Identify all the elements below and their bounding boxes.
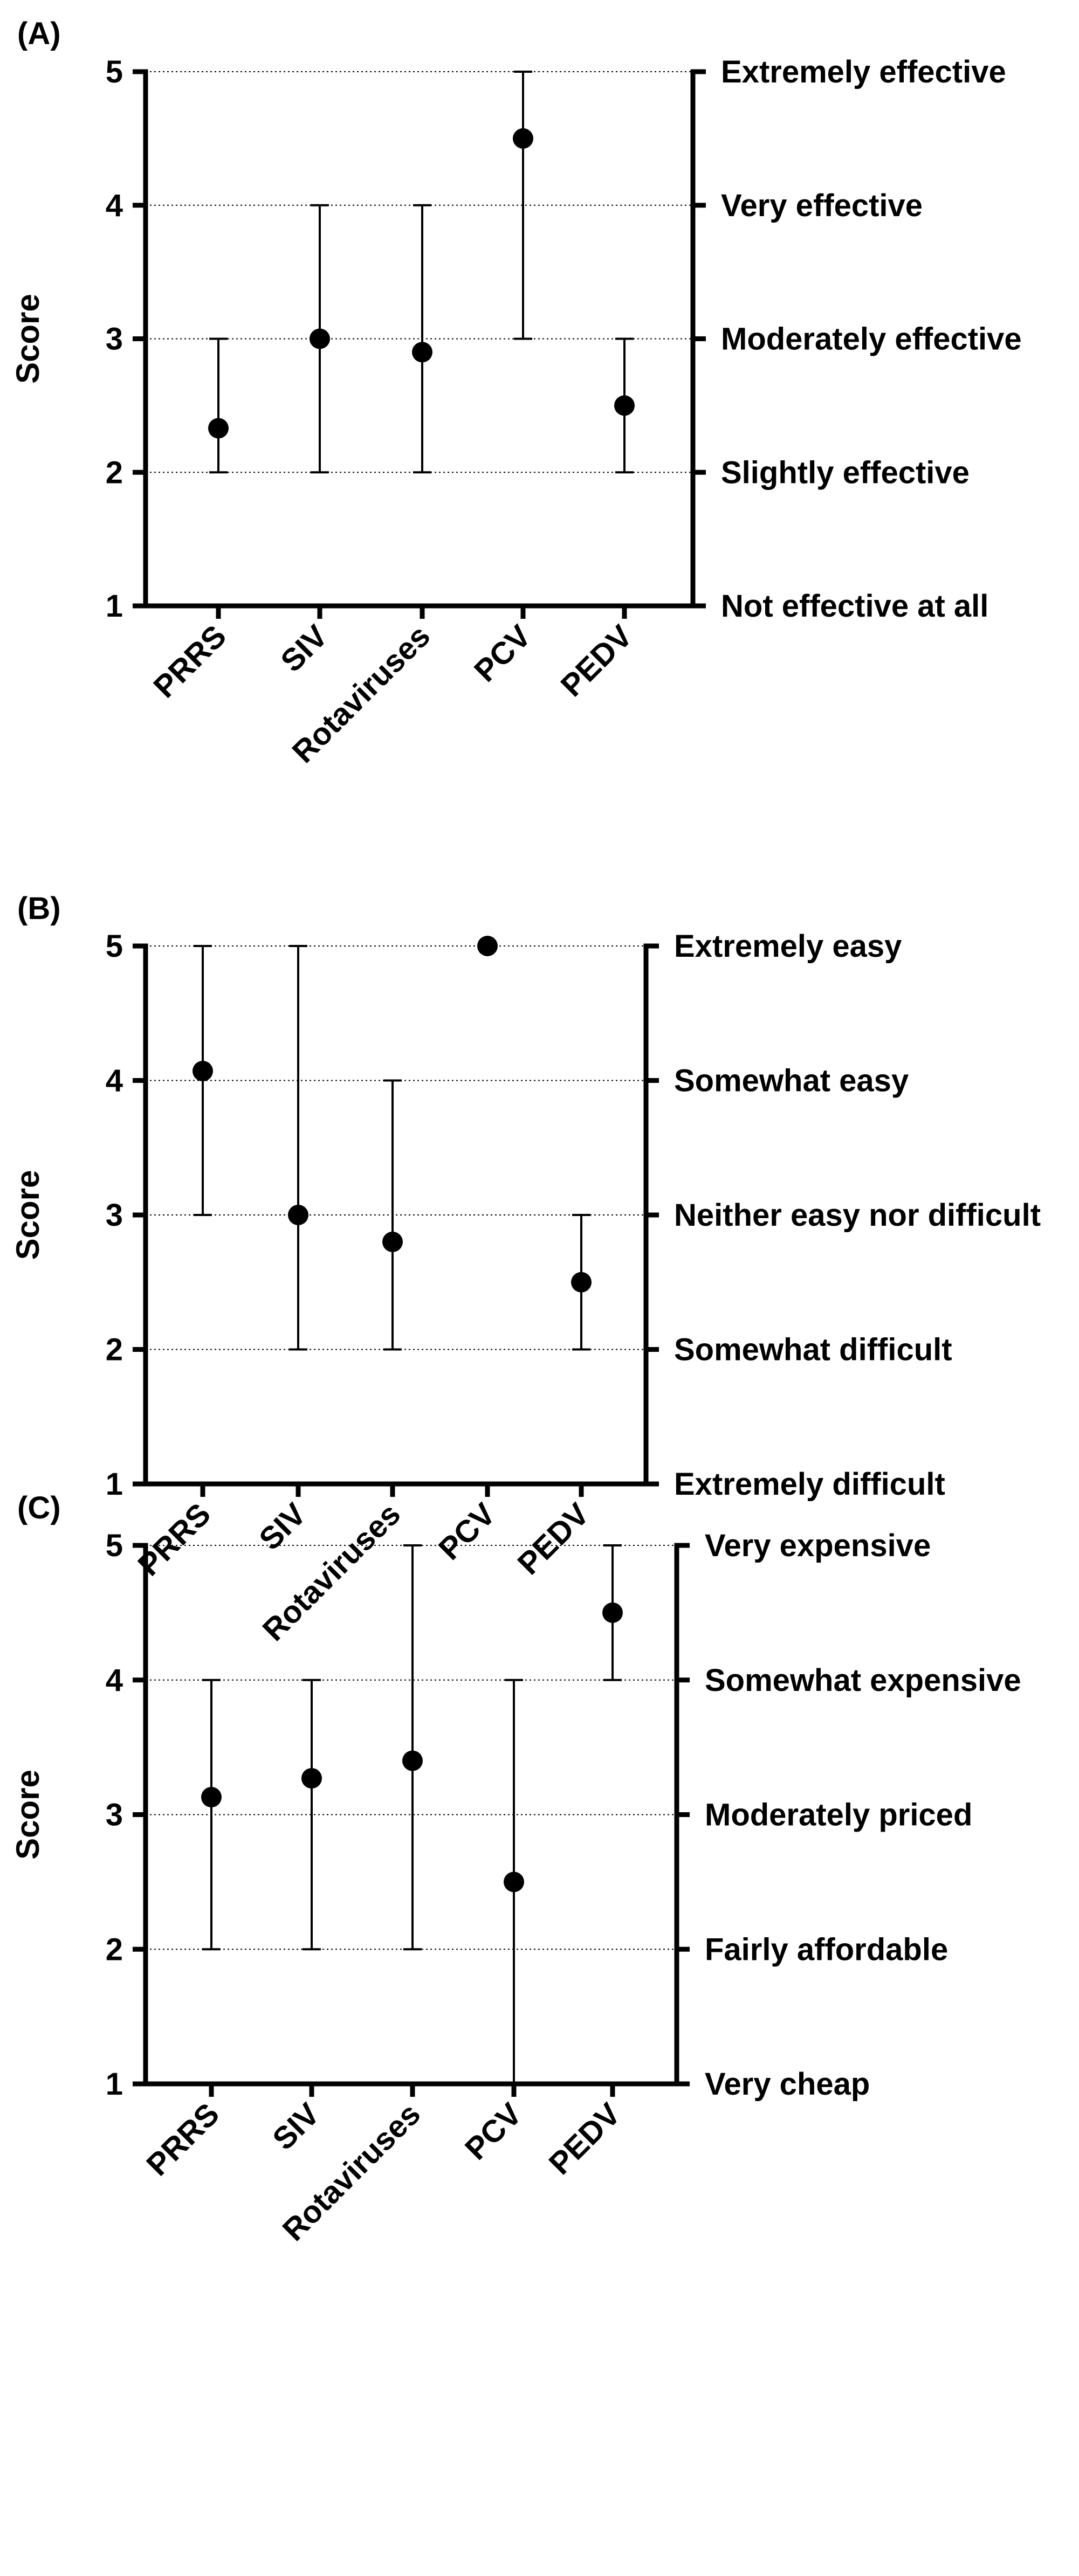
y-tick-label: 3: [106, 1798, 123, 1833]
right-tick-label: Very cheap: [705, 2067, 870, 2102]
y-tick-label: 3: [106, 1198, 123, 1233]
right-tick-label: Very expensive: [705, 1528, 931, 1563]
right-tick-label: Somewhat difficult: [674, 1332, 952, 1368]
right-tick-label: Very effective: [721, 188, 923, 223]
y-tick-label: 3: [106, 322, 123, 357]
data-point-prrs: [193, 1061, 213, 1082]
data-point-pedv: [614, 395, 635, 416]
data-point-siv: [301, 1768, 322, 1789]
data-point-pedv: [602, 1602, 623, 1623]
y-tick-label: 2: [106, 1932, 123, 1967]
x-tick-label-prrs: PRRS: [140, 2096, 226, 2183]
chart-panel-1: (A) Score 1 2 3 4 5 Not effective at all Slightl…: [10, 16, 1022, 770]
right-tick-label: Somewhat expensive: [705, 1663, 1021, 1698]
data-point-siv: [310, 328, 330, 349]
y-axis-label: Score: [10, 294, 46, 384]
data-point-pcv: [513, 128, 533, 149]
right-tick-label: Extremely easy: [674, 929, 902, 964]
y-tick-label: 5: [106, 929, 123, 964]
right-tick-label: Fairly affordable: [705, 1932, 948, 1967]
chart-panel-3: (C) Score 1 2 3 4 5 Very cheap Fairly affordable…: [10, 1490, 1021, 2248]
data-point-rotaviruses: [412, 342, 432, 363]
x-tick-label-prrs: PRRS: [147, 618, 233, 705]
x-tick-label-siv: SIV: [252, 1496, 313, 1557]
right-tick-label: Neither easy nor difficult: [674, 1198, 1041, 1233]
x-tick-label-pcv: PCV: [458, 2096, 529, 2167]
x-tick-label-siv: SIV: [266, 2096, 326, 2157]
x-tick-label-pedv: PEDV: [542, 2096, 628, 2181]
right-tick-label: Slightly effective: [721, 455, 970, 490]
data-point-rotaviruses: [382, 1231, 403, 1252]
y-tick-label: 1: [106, 589, 123, 624]
right-tick-label: Somewhat easy: [674, 1063, 909, 1099]
data-point-prrs: [201, 1787, 222, 1808]
x-tick-label-pedv: PEDV: [511, 1496, 596, 1581]
y-tick-label: 5: [106, 54, 123, 89]
y-tick-label: 5: [106, 1528, 123, 1563]
y-tick-label: 4: [106, 1663, 123, 1698]
data-point-prrs: [208, 418, 229, 439]
right-tick-label: Extremely difficult: [674, 1467, 945, 1502]
panel-label: (B): [17, 891, 61, 926]
data-point-rotaviruses: [402, 1750, 423, 1771]
x-tick-label-pcv: PCV: [468, 618, 538, 689]
y-tick-label: 2: [106, 455, 123, 490]
panel-label: (A): [17, 16, 61, 51]
y-tick-label: 2: [106, 1332, 123, 1368]
right-tick-label: Extremely effective: [721, 54, 1006, 89]
y-tick-label: 4: [106, 188, 123, 223]
panel-label: (C): [17, 1490, 61, 1525]
x-tick-label-pedv: PEDV: [554, 618, 640, 703]
x-tick-label-pcv: PCV: [432, 1496, 503, 1567]
y-tick-label: 4: [106, 1063, 123, 1099]
data-point-pcv: [504, 1871, 524, 1893]
y-tick-label: 1: [106, 2067, 123, 2102]
right-tick-label: Not effective at all: [721, 589, 988, 624]
data-point-pcv: [477, 936, 498, 956]
right-tick-label: Moderately priced: [705, 1798, 972, 1833]
data-point-pedv: [571, 1272, 592, 1293]
y-axis-label: Score: [10, 1770, 46, 1860]
y-tick-label: 1: [106, 1467, 123, 1502]
right-tick-label: Moderately effective: [721, 322, 1022, 357]
data-point-siv: [288, 1205, 308, 1225]
x-tick-label-siv: SIV: [274, 618, 334, 679]
y-axis-label: Score: [10, 1170, 46, 1260]
